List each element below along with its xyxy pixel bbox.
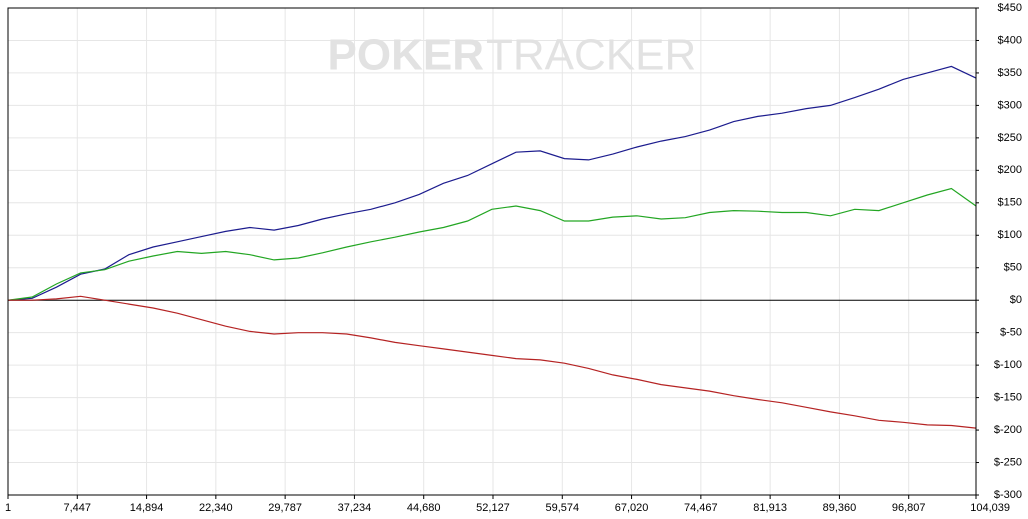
watermark-poker: POKER [328, 31, 484, 80]
series-line [8, 295, 977, 429]
y-tick-label: $-250 [994, 456, 1022, 468]
y-tick-label: $300 [998, 99, 1022, 111]
x-tick-label: 44,680 [407, 502, 441, 514]
y-tick-label: $150 [998, 197, 1022, 209]
series-line [7, 65, 977, 301]
grid [7, 7, 977, 496]
y-tick-label: $250 [998, 132, 1022, 144]
x-tick-label: 22,340 [199, 502, 233, 514]
x-tick-label: 89,360 [823, 502, 857, 514]
y-tick-label: $50 [1004, 262, 1022, 274]
x-tick-label: 81,913 [753, 502, 787, 514]
x-tick-label: 14,894 [130, 502, 164, 514]
y-tick-label: $0 [1010, 294, 1022, 306]
x-tick-label: 96,807 [892, 502, 926, 514]
x-tick-label: 1 [5, 502, 11, 514]
x-tick-label: 52,127 [476, 502, 510, 514]
y-tick-label: $100 [998, 229, 1022, 241]
y-tick-label: $-150 [994, 392, 1022, 404]
x-tick-label: 67,020 [615, 502, 649, 514]
x-tick-label: 29,787 [268, 502, 302, 514]
x-tick-label: 104,039 [970, 502, 1010, 514]
x-tick-label: 37,234 [338, 502, 372, 514]
y-tick-label: $-200 [994, 424, 1022, 436]
y-tick-label: $200 [998, 164, 1022, 176]
x-tick-label: 7,447 [64, 502, 92, 514]
x-tick-label: 74,467 [684, 502, 718, 514]
series-line [7, 187, 977, 301]
plot-border [7, 7, 977, 496]
y-tick-label: $-50 [1000, 327, 1022, 339]
y-tick-label: $-100 [994, 359, 1022, 371]
y-tick-label: $400 [998, 34, 1022, 46]
watermark-tracker: TRACKER [486, 31, 696, 80]
y-tick-label: $450 [998, 2, 1022, 14]
lines [7, 65, 977, 429]
x-tick-label: 59,574 [545, 502, 579, 514]
y-tick-label: $-300 [994, 489, 1022, 501]
y-tick-label: $350 [998, 67, 1022, 79]
